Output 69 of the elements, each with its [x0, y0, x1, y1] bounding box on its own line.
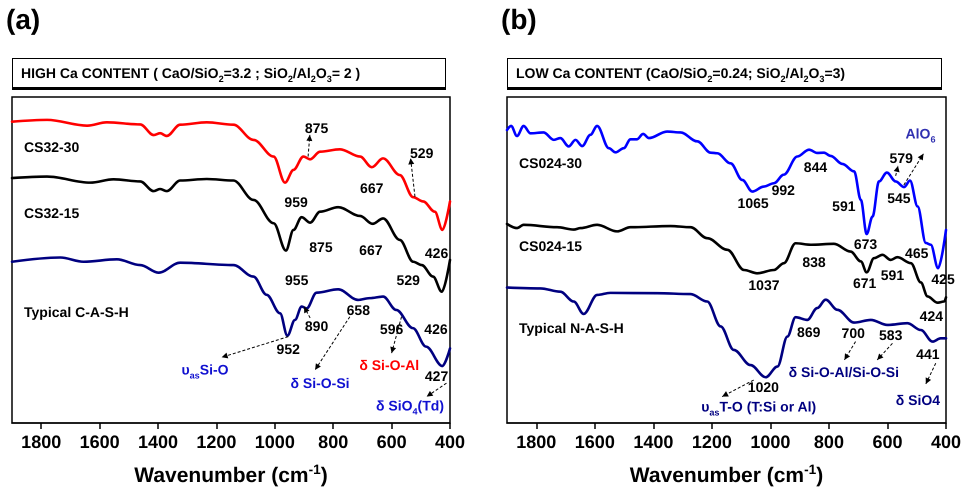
annotation: 591 — [880, 266, 904, 283]
annotation: 426 — [424, 245, 448, 262]
annotation: δ Si-O-Si — [290, 375, 350, 392]
x-tick-label: 1000 — [750, 432, 790, 452]
series-label: Typical N-A-S-H — [519, 320, 624, 336]
annotation: 875 — [304, 120, 328, 136]
x-tick-label: 1600 — [574, 432, 615, 452]
annotation: 844 — [804, 159, 828, 176]
annotation: δ Si-O-Al/Si-O-Si — [788, 364, 900, 380]
annotation: 529 — [410, 144, 434, 161]
annotation: 875 — [309, 238, 333, 255]
text: HIGH Ca CONTENT ( CaO/SiO$_{2}$=3.2 ; SiO$_{2}$/Al$_{2}$O$_{3}$= 2 ) — [21, 65, 360, 84]
x-axis-title: Wavenumber (cm$^{-1}$) — [133, 462, 329, 488]
annotation: δ SiO4 — [896, 392, 940, 408]
annotation: 955 — [285, 272, 308, 288]
annotation: 700 — [842, 325, 865, 342]
annotation: 545 — [887, 190, 911, 206]
text: Typical C-A-S-H — [24, 304, 129, 320]
annotation: 579 — [890, 150, 913, 166]
x-tick-label: 1200 — [692, 432, 732, 452]
annotation: 465 — [905, 244, 928, 261]
x-tick-label: 400 — [930, 432, 962, 452]
x-tick-label: 600 — [376, 432, 407, 452]
annotation: 426 — [424, 321, 448, 338]
annotation: 667 — [360, 180, 384, 196]
x-tick-label: 1400 — [633, 432, 674, 452]
text: LOW Ca CONTENT (CaO/SiO$_{2}$=0.24; SiO$_{2}$/Al$_{2}$O$_{3}$=3) — [516, 65, 846, 84]
annotation: 952 — [276, 341, 300, 358]
annotation: 1065 — [738, 194, 769, 211]
annotation: 1020 — [748, 379, 779, 396]
annotation: 583 — [878, 327, 902, 344]
annotation: 529 — [396, 272, 420, 288]
x-tick-label: 800 — [814, 432, 844, 452]
annotation: 424 — [920, 308, 944, 324]
annotation: δ SiO$_{4}$(Td) — [376, 397, 444, 416]
annotation: 838 — [802, 254, 826, 270]
x-tick-label: 1600 — [80, 432, 120, 452]
annotation: 591 — [832, 198, 856, 214]
annotation: υ$_{as}$T-O (T:Si or Al) — [701, 398, 816, 418]
x-tick-label: 1800 — [21, 432, 62, 452]
x-tick-label: 800 — [318, 432, 348, 452]
annotation: 890 — [304, 318, 328, 334]
series-label: CS32-15 — [24, 204, 80, 221]
series-label: CS024-15 — [519, 238, 582, 254]
annotation: AlO$_{6}$ — [906, 126, 936, 144]
series-label: CS32-30 — [24, 138, 80, 155]
annotation: υ$_{as}$Si-O — [181, 361, 229, 380]
annotation: 959 — [284, 194, 308, 210]
x-tick-label: 1000 — [254, 432, 295, 452]
x-tick-label: 1200 — [196, 432, 236, 452]
x-axis-title: Wavenumber (cm$^{-1}$) — [628, 462, 824, 488]
series-label: CS024-30 — [519, 154, 582, 171]
annotation: 658 — [346, 302, 370, 318]
annotation: 673 — [854, 236, 878, 252]
annotation: 671 — [852, 275, 876, 292]
chart-title: (a) — [6, 4, 40, 36]
annotation: 441 — [916, 346, 940, 362]
x-tick-label: 1400 — [138, 432, 178, 452]
chart-title: (b) — [501, 4, 537, 36]
annotation: δ Si-O-Al — [359, 356, 420, 373]
annotation: 869 — [797, 324, 820, 340]
annotation: 596 — [380, 321, 404, 338]
x-tick-label: 400 — [434, 432, 466, 452]
x-tick-label: 600 — [872, 432, 902, 452]
annotation: 1037 — [748, 277, 780, 293]
annotation: 427 — [424, 368, 448, 384]
x-tick-label: 1800 — [516, 432, 556, 452]
annotation: 992 — [772, 182, 795, 198]
annotation: 667 — [359, 242, 383, 258]
